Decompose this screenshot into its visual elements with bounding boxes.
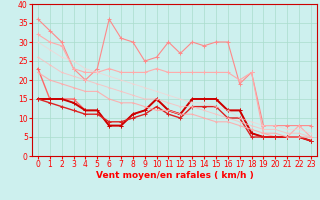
X-axis label: Vent moyen/en rafales ( km/h ): Vent moyen/en rafales ( km/h ) — [96, 171, 253, 180]
